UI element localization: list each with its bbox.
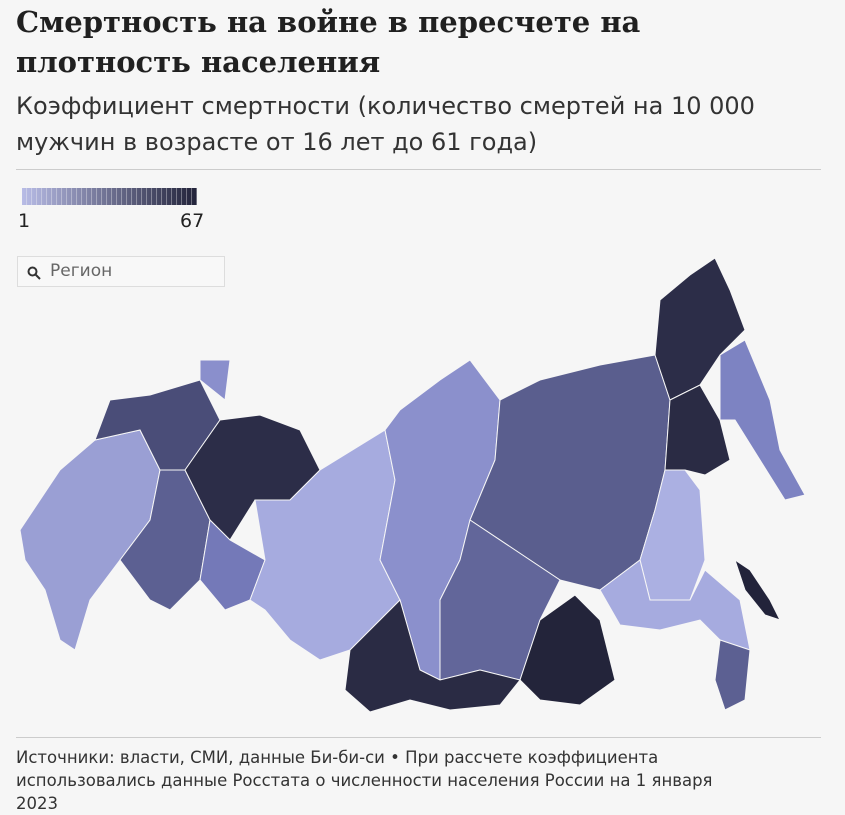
search-placeholder: Регион: [50, 261, 113, 281]
region[interactable]: [719, 339, 806, 501]
region[interactable]: [519, 594, 616, 706]
source-note: Источники: власти, СМИ, данные Би-би-си …: [16, 748, 713, 813]
subtitle: Коэффициент смертности (количество смерт…: [16, 92, 755, 156]
region[interactable]: [714, 639, 751, 711]
divider: [16, 737, 821, 738]
divider: [16, 169, 821, 170]
title: Смертность на войне в пересчете на плотн…: [16, 5, 641, 79]
region[interactable]: [599, 559, 751, 651]
map: [19, 257, 806, 713]
region[interactable]: [199, 359, 231, 401]
region[interactable]: [734, 558, 781, 621]
search-box[interactable]: Регион: [17, 256, 225, 287]
legend-max: 67: [180, 210, 205, 232]
search-icon: [27, 266, 41, 280]
region[interactable]: [344, 599, 521, 713]
legend-gradient: [22, 188, 197, 205]
legend-min: 1: [18, 210, 31, 232]
